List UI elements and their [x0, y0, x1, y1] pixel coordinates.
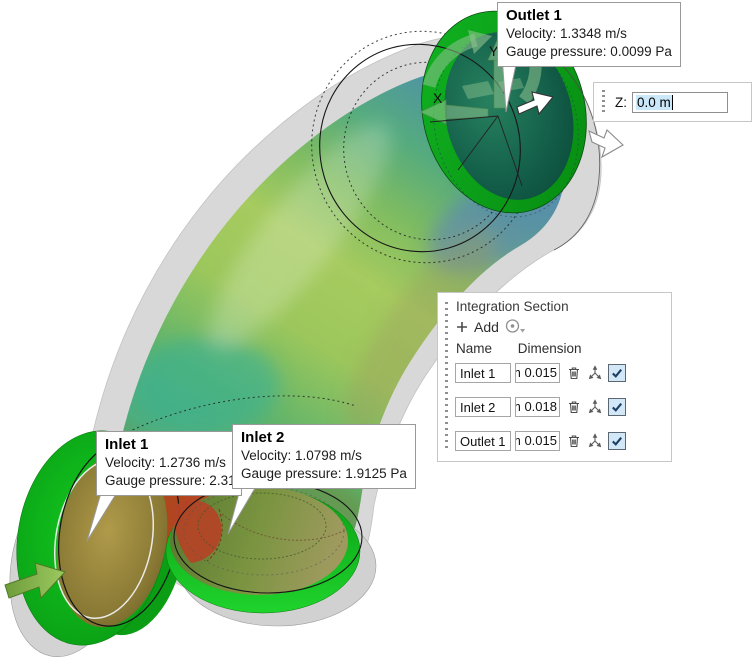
- x-axis-label: X: [433, 90, 443, 106]
- y-axis-label: Y: [489, 43, 499, 59]
- check-icon: [612, 369, 623, 378]
- callout-velocity: Velocity: 1.3348 m/s: [506, 26, 627, 41]
- column-dimension: Dimension: [517, 341, 582, 356]
- text-caret: [671, 94, 673, 110]
- inlet2-boundary[interactable]: [165, 480, 377, 627]
- trash-icon: [569, 401, 579, 414]
- x-axis-arrowhead-icon[interactable]: [418, 99, 447, 125]
- plus-icon: [457, 321, 467, 332]
- delete-button[interactable]: [565, 432, 583, 450]
- section-plane-icon[interactable]: [505, 318, 526, 335]
- delete-button[interactable]: [565, 364, 583, 382]
- callout-inlet-2: Inlet 2 Velocity: 1.0798 m/s Gauge press…: [232, 424, 416, 489]
- section-dimension-input[interactable]: 0.018 m: [515, 397, 560, 417]
- callout-title: Inlet 2: [241, 429, 285, 446]
- column-name: Name: [456, 341, 493, 356]
- section-name-input[interactable]: Outlet 1: [455, 431, 511, 451]
- panel-title: Integration Section: [456, 299, 569, 314]
- pressure-contour-red2: [172, 500, 222, 563]
- axes-triad-icon: [588, 365, 602, 380]
- check-icon: [612, 437, 623, 446]
- callout-outlet-1: Outlet 1 Velocity: 1.3348 m/s Gauge pres…: [497, 2, 681, 67]
- section-dimension-input[interactable]: 0.015 m: [515, 363, 560, 383]
- callout-pressure: Gauge pressure: 0.0099 Pa: [506, 44, 672, 59]
- flow-direction-arrow-icon[interactable]: [516, 91, 554, 116]
- orientation-button[interactable]: [586, 364, 604, 382]
- trash-icon: [569, 435, 579, 448]
- trash-icon: [569, 367, 579, 380]
- enabled-checkbox[interactable]: [608, 364, 626, 382]
- inlet1-flow-arrow-icon[interactable]: [4, 562, 66, 600]
- enabled-checkbox[interactable]: [608, 432, 626, 450]
- callout-title: Outlet 1: [506, 7, 562, 24]
- z-offset-value: 0.0 m: [636, 94, 672, 110]
- orientation-button[interactable]: [586, 432, 604, 450]
- callout-velocity: Velocity: 1.2736 m/s: [105, 455, 226, 470]
- outlet-normal-arrow-icon[interactable]: [588, 129, 624, 159]
- check-icon: [612, 403, 623, 412]
- orientation-button[interactable]: [586, 398, 604, 416]
- z-offset-panel: Z: 0.0 m: [593, 82, 752, 122]
- chevron-down-icon: [519, 329, 526, 333]
- axes-triad-icon: [588, 433, 602, 448]
- section-dimension-input[interactable]: 0.015 m: [515, 431, 560, 451]
- callout-pressure: Gauge pressure: 1.9125 Pa: [241, 466, 407, 481]
- add-button-label: Add: [474, 318, 499, 335]
- table-row: Outlet 1 0.015 m: [438, 431, 671, 452]
- section-name-input[interactable]: Inlet 2: [455, 397, 511, 417]
- callout-velocity: Velocity: 1.0798 m/s: [241, 448, 362, 463]
- z-field-label: Z:: [615, 94, 627, 110]
- z-offset-input[interactable]: 0.0 m: [632, 91, 728, 113]
- table-row: Inlet 1 0.015 m: [438, 363, 671, 384]
- plane-handle-icon[interactable]: [462, 81, 494, 99]
- add-section-button[interactable]: Add: [456, 318, 526, 335]
- table-row: Inlet 2 0.018 m: [438, 397, 671, 418]
- rotate-arrowhead-icon[interactable]: [468, 30, 492, 54]
- rotate-arc-icon[interactable]: [422, 33, 478, 88]
- table-header: Name Dimension: [456, 341, 582, 356]
- drag-handle[interactable]: [445, 302, 448, 452]
- callout-title: Inlet 1: [105, 436, 149, 453]
- gizmo-axes-lines: [429, 115, 523, 187]
- section-name-input[interactable]: Inlet 1: [455, 363, 511, 383]
- enabled-checkbox[interactable]: [608, 398, 626, 416]
- axes-triad-icon: [588, 399, 602, 414]
- integration-section-panel: Integration Section Add Name Dimension I…: [437, 292, 672, 462]
- delete-button[interactable]: [565, 398, 583, 416]
- callout-inlet-1: Inlet 1 Velocity: 1.2736 m/s Gauge press…: [96, 431, 242, 496]
- callout-pressure: Gauge pressure: 2.319: [105, 473, 242, 488]
- drag-handle[interactable]: [602, 90, 605, 114]
